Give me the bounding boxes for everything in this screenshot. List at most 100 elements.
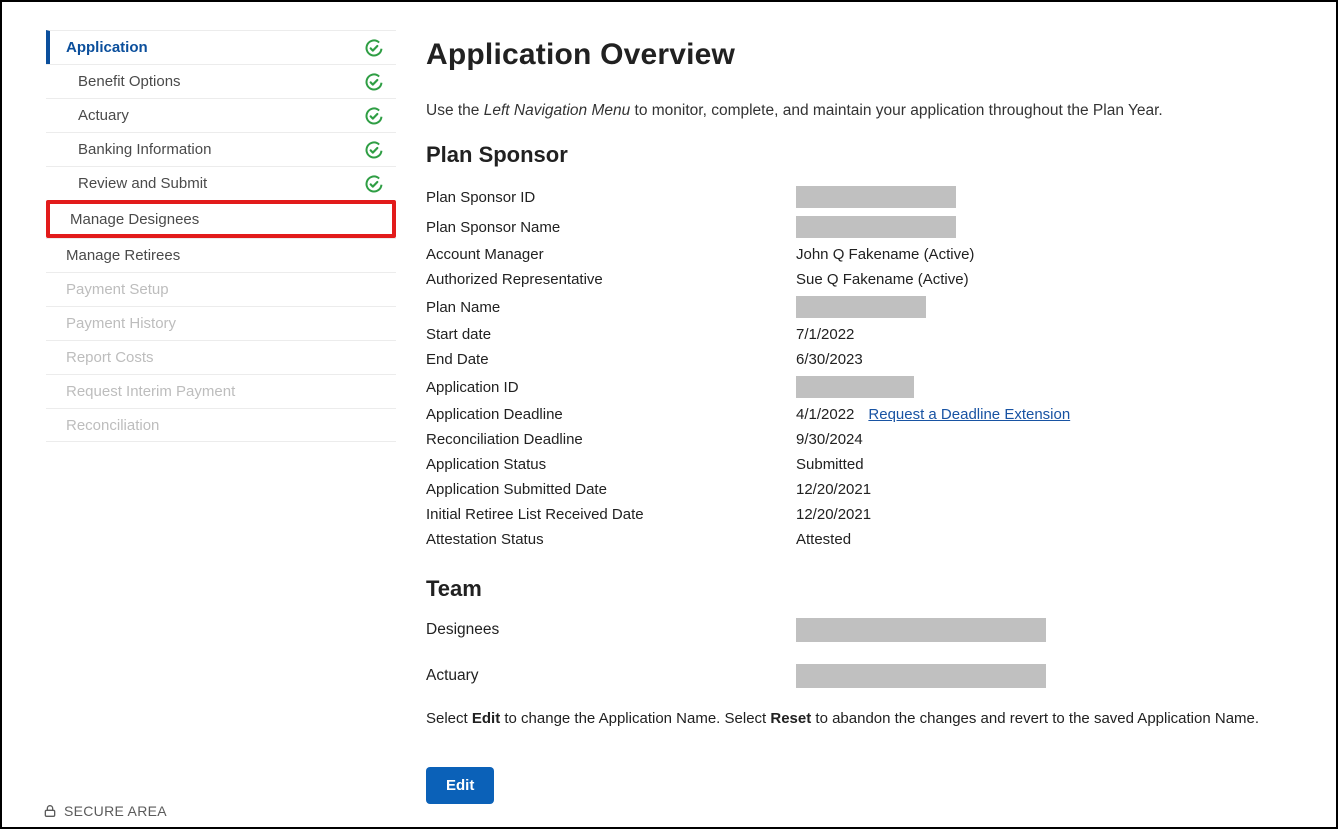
instr-bold-edit: Edit (472, 710, 500, 727)
check-circle-icon (364, 106, 384, 126)
nav-item-review-and-submit[interactable]: Review and Submit (46, 166, 396, 200)
deadline-extension-link[interactable]: Request a Deadline Extension (868, 406, 1070, 423)
nav-label: Actuary (78, 107, 129, 124)
edit-button[interactable]: Edit (426, 767, 494, 804)
field-value-cell: Submitted (796, 454, 1306, 475)
team-row: Actuary (426, 664, 1306, 688)
field-label: Initial Retiree List Received Date (426, 504, 796, 525)
nav-item-manage-designees[interactable]: Manage Designees (50, 204, 392, 234)
nav-label: Benefit Options (78, 73, 181, 90)
field-label: Application Submitted Date (426, 479, 796, 500)
field-label: Authorized Representative (426, 269, 796, 290)
field-label: Plan Sponsor ID (426, 187, 796, 208)
field-label: Designees (426, 621, 796, 639)
field-value: 12/20/2021 (796, 481, 871, 498)
nav-item-payment-history: Payment History (46, 306, 396, 340)
redacted-value (796, 376, 914, 398)
left-nav: Application Benefit Options Actuary Bank… (46, 30, 396, 804)
nav-item-application[interactable]: Application (46, 30, 396, 64)
field-value-cell (796, 618, 1306, 642)
nav-item-report-costs: Report Costs (46, 340, 396, 374)
intro-text: Use the Left Navigation Menu to monitor,… (426, 102, 1306, 120)
field-value-cell (796, 294, 1306, 320)
field-value-cell: 6/30/2023 (796, 349, 1306, 370)
nav-item-actuary[interactable]: Actuary (46, 98, 396, 132)
nav-label: Payment History (66, 315, 176, 332)
team-heading: Team (426, 576, 1306, 602)
field-value-cell (796, 184, 1306, 210)
field-value-cell: 4/1/2022 Request a Deadline Extension (796, 404, 1306, 425)
field-label: Plan Sponsor Name (426, 217, 796, 238)
intro-suffix: to monitor, complete, and maintain your … (630, 102, 1163, 119)
field-value-cell: 9/30/2024 (796, 429, 1306, 450)
instr-seg: to abandon the changes and revert to the… (811, 710, 1259, 727)
instr-seg: Select (426, 710, 472, 727)
nav-label: Review and Submit (78, 175, 207, 192)
secure-area-footer: SECURE AREA (42, 803, 167, 819)
field-value-cell: 12/20/2021 (796, 504, 1306, 525)
field-value-cell (796, 214, 1306, 240)
field-value-cell: Attested (796, 529, 1306, 550)
field-label: Reconciliation Deadline (426, 429, 796, 450)
page-title: Application Overview (426, 38, 1306, 72)
instr-bold-reset: Reset (770, 710, 811, 727)
field-value: John Q Fakename (Active) (796, 246, 974, 263)
field-value: 7/1/2022 (796, 326, 854, 343)
nav-item-reconciliation: Reconciliation (46, 408, 396, 442)
field-value-cell: Sue Q Fakename (Active) (796, 269, 1306, 290)
field-value: 4/1/2022 (796, 406, 854, 423)
secure-area-label: SECURE AREA (64, 803, 167, 819)
nav-highlight-box: Manage Designees (46, 200, 396, 238)
field-value: 12/20/2021 (796, 506, 871, 523)
field-label: Application Status (426, 454, 796, 475)
field-label: Attestation Status (426, 529, 796, 550)
check-circle-icon (364, 174, 384, 194)
field-label: Plan Name (426, 297, 796, 318)
field-value-cell (796, 664, 1306, 688)
plan-sponsor-heading: Plan Sponsor (426, 142, 1306, 168)
nav-label: Payment Setup (66, 281, 169, 298)
nav-label: Reconciliation (66, 417, 159, 434)
field-value-cell: John Q Fakename (Active) (796, 244, 1306, 265)
instr-seg: to change the Application Name. Select (500, 710, 770, 727)
field-value-cell: 7/1/2022 (796, 324, 1306, 345)
check-circle-icon (364, 72, 384, 92)
nav-item-request-interim-payment: Request Interim Payment (46, 374, 396, 408)
field-value: 6/30/2023 (796, 351, 863, 368)
nav-label: Manage Designees (70, 211, 199, 228)
nav-label: Manage Retirees (66, 247, 180, 264)
nav-item-payment-setup: Payment Setup (46, 272, 396, 306)
field-label: End Date (426, 349, 796, 370)
intro-prefix: Use the (426, 102, 484, 119)
field-value-cell: 12/20/2021 (796, 479, 1306, 500)
app-frame: Application Benefit Options Actuary Bank… (0, 0, 1338, 829)
field-label: Account Manager (426, 244, 796, 265)
field-value: Sue Q Fakename (Active) (796, 271, 969, 288)
team-row: Designees (426, 618, 1306, 642)
check-circle-icon (364, 140, 384, 160)
edit-instructions: Select Edit to change the Application Na… (426, 710, 1306, 727)
redacted-value (796, 664, 1046, 688)
redacted-value (796, 186, 956, 208)
field-label: Application Deadline (426, 404, 796, 425)
field-value: Submitted (796, 456, 864, 473)
nav-label: Banking Information (78, 141, 211, 158)
nav-label: Application (66, 39, 148, 56)
field-label: Start date (426, 324, 796, 345)
redacted-value (796, 296, 926, 318)
nav-item-benefit-options[interactable]: Benefit Options (46, 64, 396, 98)
plan-sponsor-grid: Plan Sponsor ID Plan Sponsor Name Account … (426, 184, 1306, 550)
field-value-cell (796, 374, 1306, 400)
field-value: 9/30/2024 (796, 431, 863, 448)
layout: Application Benefit Options Actuary Bank… (2, 2, 1336, 804)
lock-icon (42, 803, 58, 819)
nav-item-banking-information[interactable]: Banking Information (46, 132, 396, 166)
intro-em: Left Navigation Menu (484, 102, 630, 119)
field-label: Actuary (426, 667, 796, 685)
main-content: Application Overview Use the Left Naviga… (396, 30, 1306, 804)
redacted-value (796, 216, 956, 238)
nav-label: Request Interim Payment (66, 383, 235, 400)
team-grid: Designees Actuary (426, 618, 1306, 688)
nav-item-manage-retirees[interactable]: Manage Retirees (46, 238, 396, 272)
redacted-value (796, 618, 1046, 642)
